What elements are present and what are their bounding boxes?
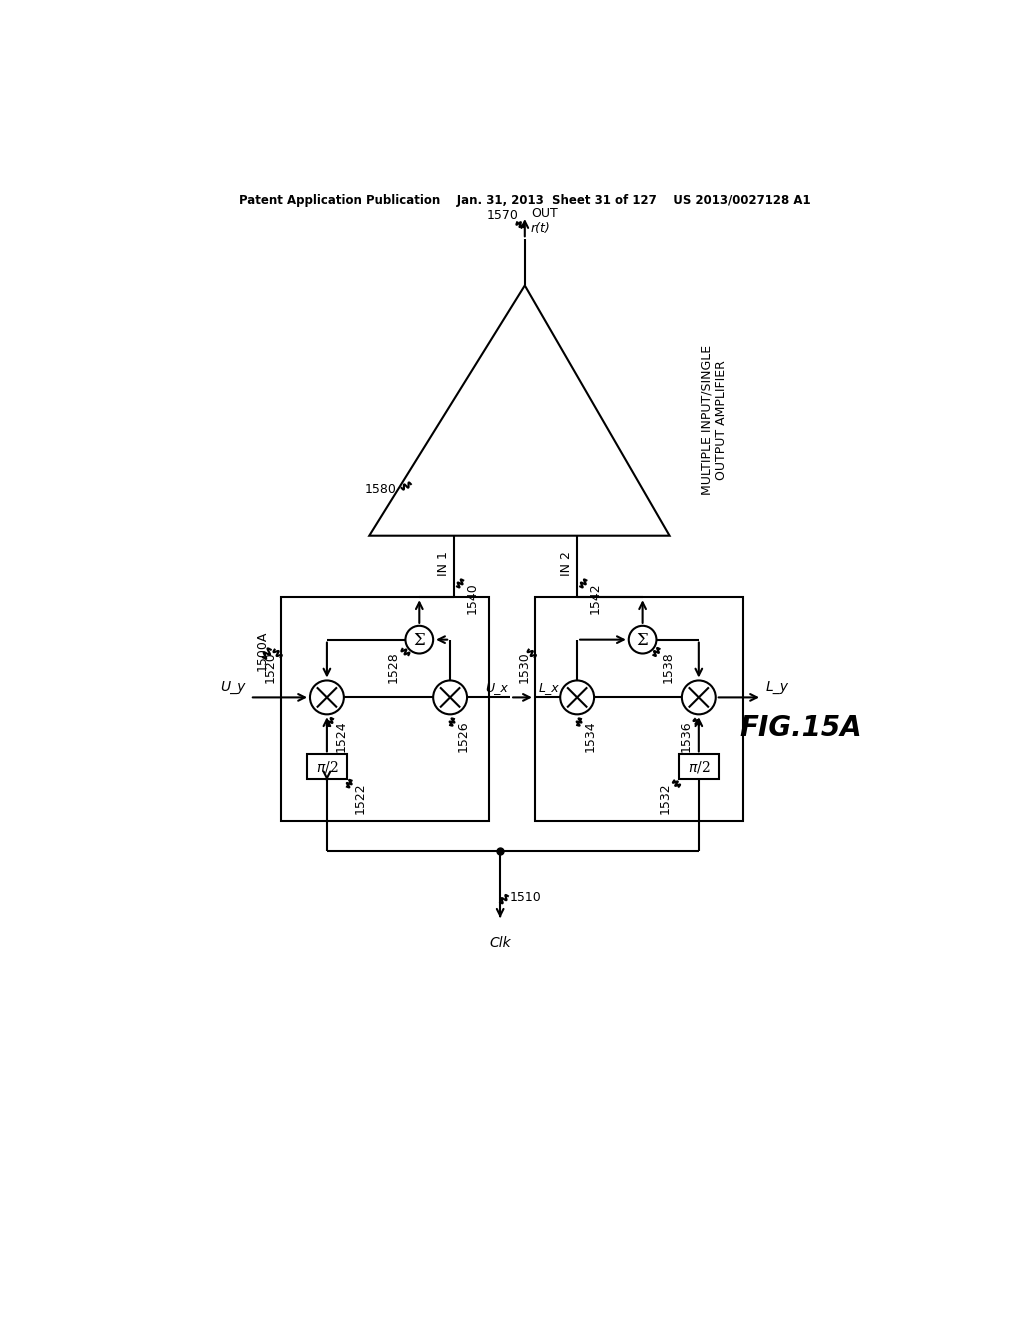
Text: 1542: 1542 — [589, 582, 602, 614]
Text: 1522: 1522 — [354, 781, 367, 813]
Text: U_x: U_x — [485, 681, 508, 693]
Text: r(t): r(t) — [531, 222, 551, 235]
Circle shape — [560, 681, 594, 714]
Circle shape — [433, 681, 467, 714]
Text: $\pi$/2: $\pi$/2 — [315, 759, 338, 775]
Text: 1528: 1528 — [387, 651, 400, 682]
Text: 1580: 1580 — [365, 483, 396, 496]
Text: 1532: 1532 — [658, 781, 672, 813]
Bar — [307, 755, 347, 779]
Text: Patent Application Publication    Jan. 31, 2013  Sheet 31 of 127    US 2013/0027: Patent Application Publication Jan. 31, … — [239, 194, 811, 207]
Text: Clk: Clk — [489, 936, 511, 950]
Text: $\pi$/2: $\pi$/2 — [688, 759, 710, 775]
Circle shape — [310, 681, 344, 714]
Text: Σ: Σ — [414, 632, 425, 649]
Text: 1510: 1510 — [509, 891, 541, 904]
Text: 1530: 1530 — [518, 651, 531, 682]
Text: MULTIPLE INPUT/SINGLE
OUTPUT AMPLIFIER: MULTIPLE INPUT/SINGLE OUTPUT AMPLIFIER — [700, 345, 728, 495]
Text: OUT: OUT — [531, 207, 558, 220]
Text: 1526: 1526 — [457, 721, 469, 752]
Circle shape — [629, 626, 656, 653]
Text: U_y: U_y — [221, 680, 246, 693]
Bar — [679, 755, 719, 779]
Text: 1524: 1524 — [335, 721, 347, 752]
Text: L_y: L_y — [766, 680, 788, 693]
Circle shape — [406, 626, 433, 653]
Text: 1538: 1538 — [662, 651, 675, 682]
Bar — [535, 597, 742, 821]
Circle shape — [682, 681, 716, 714]
Text: 1500A: 1500A — [256, 631, 269, 672]
Text: 1534: 1534 — [584, 721, 596, 752]
Text: 1520: 1520 — [264, 651, 276, 682]
Text: L_x: L_x — [539, 681, 559, 693]
Text: 1536: 1536 — [680, 721, 692, 752]
Text: 1570: 1570 — [486, 210, 518, 222]
Text: IN 2: IN 2 — [560, 552, 573, 576]
Text: 1540: 1540 — [466, 582, 478, 614]
Bar — [281, 597, 488, 821]
Text: IN 1: IN 1 — [437, 552, 451, 576]
Text: Σ: Σ — [637, 632, 648, 649]
Text: FIG.15A: FIG.15A — [739, 714, 862, 742]
